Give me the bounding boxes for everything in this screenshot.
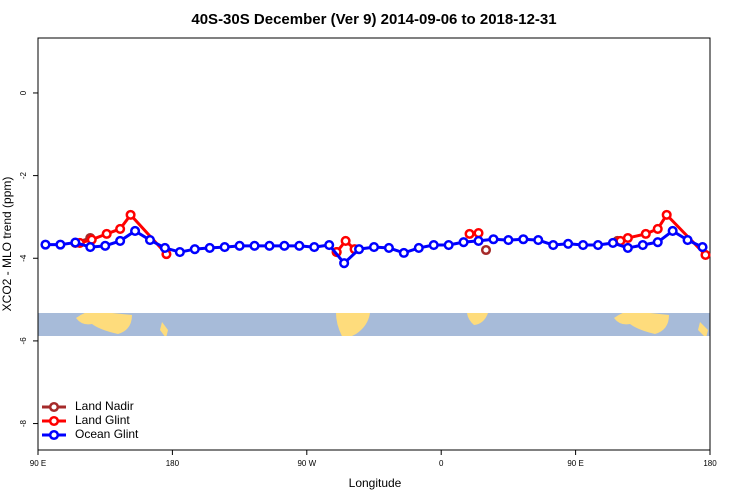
- legend-label: Land Nadir: [75, 399, 134, 413]
- data-point: [682, 235, 693, 246]
- data-point: [130, 225, 141, 237]
- legend-marker: [48, 415, 60, 427]
- data-point: [443, 239, 454, 251]
- data-point: [563, 238, 574, 249]
- legend-marker: [48, 429, 60, 441]
- data-point: [652, 223, 663, 234]
- legend-label: Land Glint: [75, 413, 130, 427]
- data-point: [652, 237, 663, 248]
- y-tick-label: -8: [19, 419, 28, 427]
- data-point: [383, 242, 394, 253]
- plot-frame: [37, 37, 711, 451]
- data-point: [174, 247, 185, 258]
- data-point: [204, 242, 215, 253]
- data-point: [125, 209, 136, 220]
- legend-label: Ocean Glint: [75, 427, 139, 441]
- data-point: [70, 237, 81, 248]
- data-point: [637, 239, 648, 251]
- data-point: [533, 235, 544, 246]
- x-tick-label: 180: [703, 459, 717, 468]
- data-point: [458, 237, 469, 248]
- x-tick-label: 180: [166, 459, 180, 468]
- legend-marker: [48, 401, 60, 413]
- data-point: [144, 235, 156, 246]
- data-point: [115, 223, 126, 234]
- data-point: [473, 235, 484, 246]
- data-point: [264, 240, 275, 251]
- data-point: [339, 258, 350, 269]
- data-point: [480, 244, 492, 256]
- data-point: [279, 240, 290, 251]
- data-point: [488, 234, 499, 245]
- land: [336, 313, 370, 336]
- data-point: [234, 240, 245, 251]
- ocean-band: [38, 313, 710, 336]
- data-point: [622, 242, 633, 253]
- data-point: [309, 242, 320, 253]
- data-point: [667, 225, 678, 237]
- data-point: [101, 228, 112, 239]
- x-tick-label: 90 W: [297, 459, 316, 468]
- data-point: [85, 242, 96, 253]
- data-point: [189, 244, 200, 255]
- data-point: [503, 235, 514, 246]
- data-point: [413, 242, 424, 253]
- data-point: [40, 239, 51, 250]
- y-tick-label: 0: [19, 90, 28, 95]
- data-point: [548, 239, 559, 251]
- land: [76, 313, 132, 334]
- data-point: [368, 242, 380, 253]
- data-point: [249, 240, 260, 251]
- x-axis-label: Longitude: [349, 476, 402, 490]
- data-point: [640, 228, 651, 239]
- data-point: [473, 227, 484, 239]
- land: [698, 322, 708, 336]
- data-point: [697, 242, 708, 253]
- data-point: [428, 239, 439, 251]
- y-tick-label: -4: [19, 254, 28, 262]
- data-point: [115, 235, 126, 246]
- data-point: [159, 242, 170, 253]
- land: [614, 313, 669, 334]
- x-tick-label: 90 E: [567, 459, 583, 468]
- data-point: [661, 209, 672, 220]
- x-tick-label: 90 E: [30, 459, 46, 468]
- y-tick-label: -2: [19, 172, 28, 180]
- data-point: [607, 237, 618, 249]
- chart-title: 40S-30S December (Ver 9) 2014-09-06 to 2…: [191, 11, 556, 28]
- data-point: [700, 249, 711, 261]
- data-point: [55, 239, 66, 250]
- land: [467, 313, 488, 325]
- data-point: [592, 239, 604, 251]
- data-point: [398, 247, 409, 258]
- y-axis-label: XCO2 - MLO trend (ppm): [0, 177, 14, 312]
- data-point: [324, 239, 335, 251]
- data-point: [622, 232, 633, 244]
- data-point: [100, 240, 111, 251]
- data-point: [219, 242, 230, 253]
- data-point: [294, 240, 305, 251]
- data-point: [340, 235, 351, 246]
- data-point: [518, 234, 529, 245]
- x-tick-label: 0: [439, 459, 444, 468]
- data-point: [354, 244, 365, 255]
- data-point: [464, 228, 475, 239]
- land: [160, 322, 168, 336]
- data-point: [578, 239, 589, 251]
- map-strip: [38, 313, 710, 336]
- y-tick-label: -6: [19, 337, 28, 345]
